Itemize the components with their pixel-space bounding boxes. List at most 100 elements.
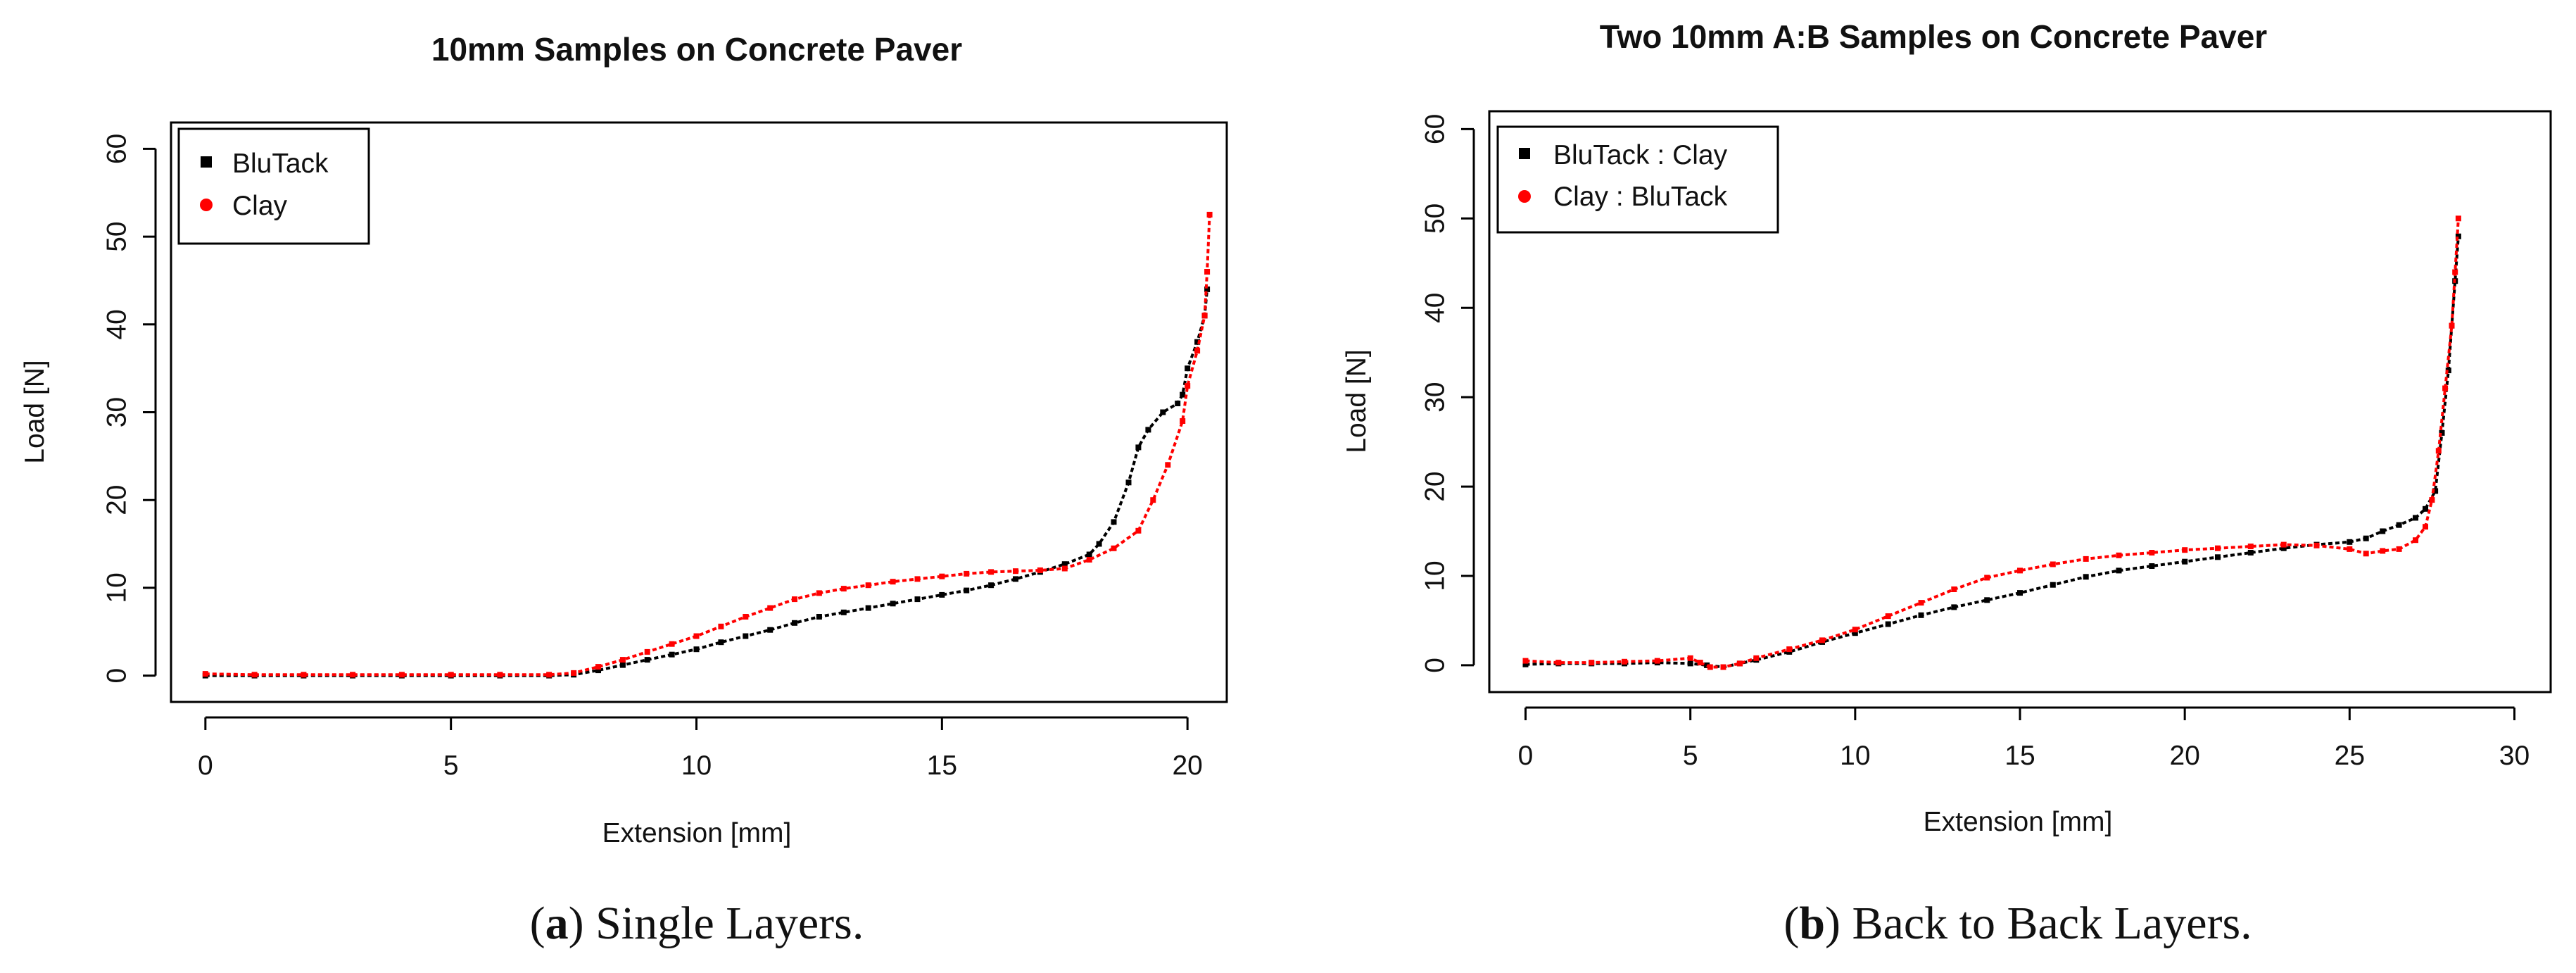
data-point xyxy=(1951,586,1957,592)
data-point xyxy=(1707,664,1713,670)
y-tick-label: 60 xyxy=(1420,114,1451,144)
data-point xyxy=(2432,488,2439,494)
data-point xyxy=(2396,546,2402,552)
data-point xyxy=(2347,546,2353,552)
data-point xyxy=(1125,479,1132,486)
data-point xyxy=(2442,385,2449,391)
data-point xyxy=(2116,552,2122,558)
legend-marker-clay xyxy=(200,199,213,211)
data-point xyxy=(2182,547,2188,553)
data-point xyxy=(1165,462,1171,468)
data-point xyxy=(2313,542,2320,548)
data-point xyxy=(1951,604,1957,610)
data-point xyxy=(988,569,995,575)
data-point xyxy=(301,672,307,678)
data-point xyxy=(1111,519,1117,525)
data-point xyxy=(890,579,896,585)
data-point xyxy=(2215,554,2221,560)
x-tick-label: 0 xyxy=(198,751,213,781)
y-tick-label: 40 xyxy=(1420,293,1451,323)
data-point xyxy=(2396,522,2402,528)
x-tick-label: 10 xyxy=(1840,741,1870,771)
data-point xyxy=(1984,575,1990,581)
data-point xyxy=(497,672,503,678)
data-point xyxy=(251,672,258,678)
data-point xyxy=(595,667,601,674)
data-point xyxy=(1736,660,1743,667)
data-point xyxy=(571,670,577,676)
data-point xyxy=(1180,418,1186,424)
data-point xyxy=(2050,561,2056,567)
data-point xyxy=(693,646,700,653)
data-point xyxy=(1522,661,1529,667)
data-point xyxy=(2449,322,2455,329)
data-point xyxy=(2439,429,2445,436)
data-point xyxy=(1522,658,1529,664)
data-point xyxy=(767,627,774,633)
data-point xyxy=(1206,211,1213,218)
y-tick-label: 20 xyxy=(1420,471,1451,501)
data-point xyxy=(840,609,847,615)
data-point xyxy=(1918,612,1924,618)
x-axis-label: Extension [mm] xyxy=(602,818,792,848)
data-point xyxy=(1819,637,1825,644)
data-point xyxy=(1589,660,1595,666)
plot-area xyxy=(202,211,1213,679)
data-point xyxy=(743,614,749,620)
data-point xyxy=(350,672,356,678)
data-point xyxy=(718,623,724,629)
data-point xyxy=(743,633,749,639)
series-line-blutack xyxy=(205,289,1209,677)
data-point xyxy=(2455,215,2461,222)
data-point xyxy=(2017,590,2023,596)
legend-label-clay: Clay xyxy=(232,191,288,221)
data-point xyxy=(2182,558,2188,565)
x-tick-label: 20 xyxy=(1172,751,1202,781)
data-point xyxy=(644,657,650,663)
data-point xyxy=(595,664,601,670)
data-point xyxy=(1555,660,1562,666)
data-point xyxy=(1194,339,1201,345)
data-point xyxy=(2083,574,2089,580)
y-tick-label: 20 xyxy=(102,485,132,515)
data-point xyxy=(2413,515,2418,521)
data-point xyxy=(840,586,847,592)
data-point xyxy=(2247,544,2254,550)
data-point xyxy=(1918,600,1924,606)
data-point xyxy=(1852,627,1858,633)
y-tick-label: 40 xyxy=(102,309,132,339)
x-axis-label: Extension [mm] xyxy=(1924,807,2113,837)
data-point xyxy=(914,576,921,582)
data-point xyxy=(1013,576,1018,582)
data-point xyxy=(1111,545,1117,551)
data-point xyxy=(2247,550,2254,555)
x-axis: 0 5 10 15 20 xyxy=(198,716,1203,781)
y-tick-label: 50 xyxy=(1420,203,1451,234)
data-point xyxy=(2455,233,2461,239)
y-tick-label: 0 xyxy=(1420,658,1451,673)
data-point xyxy=(202,671,208,677)
legend-marker-clay-blutack xyxy=(1518,190,1531,203)
data-point xyxy=(1622,658,1627,665)
data-point xyxy=(2363,535,2369,541)
data-point xyxy=(1720,664,1726,670)
x-tick-label: 5 xyxy=(1683,741,1698,771)
plot-frame xyxy=(1488,110,2552,693)
data-point xyxy=(693,633,700,639)
chart-panel-b: Two 10mm A:B Samples on Concrete Paver 0… xyxy=(1341,18,2552,837)
y-tick-label: 10 xyxy=(1420,560,1451,591)
series-line-clay xyxy=(205,214,1211,677)
data-point xyxy=(988,582,995,589)
y-axis: 0 10 20 30 40 50 60 xyxy=(102,134,157,683)
data-point xyxy=(2280,541,2287,548)
y-axis: 0 10 20 30 40 50 60 xyxy=(1420,114,1475,673)
data-point xyxy=(669,651,675,658)
data-point xyxy=(1201,313,1208,319)
data-point xyxy=(1135,444,1142,451)
legend-label-blutack-clay: BluTack : Clay xyxy=(1553,140,1728,170)
data-point xyxy=(1753,655,1760,661)
data-point xyxy=(1885,613,1891,620)
legend-marker-blutack xyxy=(201,156,212,168)
data-point xyxy=(1885,621,1891,627)
data-point xyxy=(816,590,822,596)
